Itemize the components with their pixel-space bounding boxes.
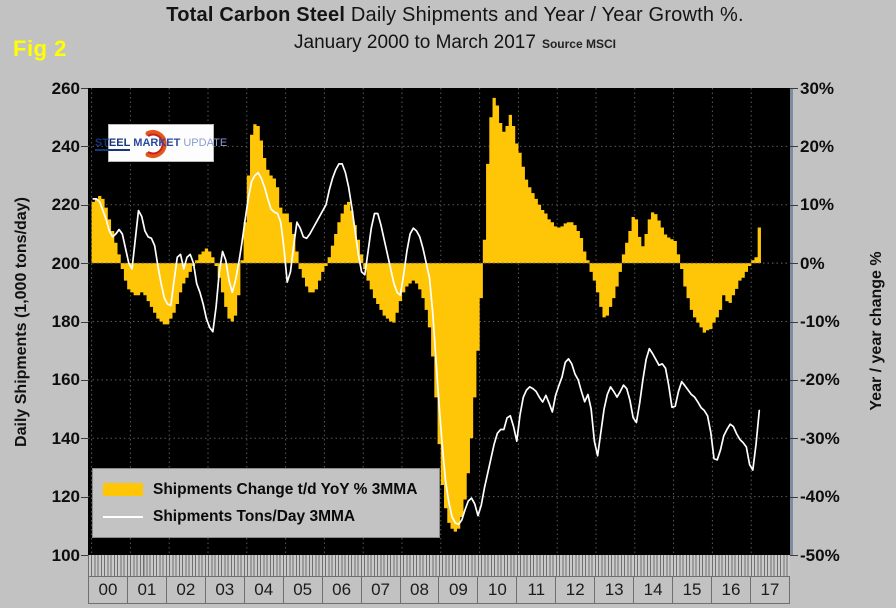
year-label: 08 (399, 576, 439, 603)
legend: Shipments Change t/d YoY % 3MMA Shipment… (92, 468, 440, 538)
left-axis-tick-label: 140 (51, 428, 80, 448)
right-axis-tick-mark (790, 438, 798, 440)
month-tick-strip (88, 555, 790, 577)
line-series (92, 163, 761, 526)
legend-label-bars: Shipments Change t/d YoY % 3MMA (153, 480, 418, 498)
line-swatch-icon (103, 515, 143, 518)
logo-word-market: MARKET (133, 137, 181, 149)
left-axis-tick-mark (81, 263, 88, 265)
left-axis-tick-label: 200 (51, 253, 80, 273)
right-axis-tick-label: -40% (800, 487, 840, 507)
chart-plot-area: STEEL MARKET UPDATE Shipments Change t/d Y… (88, 88, 790, 555)
left-axis-tick-label: 220 (51, 195, 80, 215)
figure-label: Fig 2 (13, 36, 67, 61)
chart-source: Source MSCI (541, 37, 616, 51)
year-label: 01 (126, 576, 166, 603)
right-axis-tick-mark (790, 263, 798, 265)
chart-title: Total Carbon Steel Daily Shipments and Y… (60, 4, 850, 54)
right-axis-tick-mark (790, 146, 798, 148)
right-axis-tick-mark (790, 555, 798, 556)
year-label: 03 (204, 576, 244, 603)
year-label: 02 (165, 576, 205, 603)
right-axis-tick-mark (790, 204, 798, 206)
year-label: 09 (438, 576, 477, 603)
right-axis-title: Year / year change % (868, 251, 885, 411)
logo-word-update: UPDATE (183, 137, 228, 149)
year-label: 11 (516, 576, 555, 603)
year-label: 17 (749, 576, 790, 603)
right-axis-tick-mark (790, 88, 798, 89)
year-label: 10 (477, 576, 516, 603)
left-axis-tick-label: 240 (51, 136, 80, 156)
year-label: 12 (555, 576, 594, 603)
left-axis-tick-mark (81, 321, 88, 323)
right-axis-tick-mark (790, 496, 798, 498)
logo-text: STEEL MARKET UPDATE (94, 137, 228, 151)
right-axis-tick-label: 30% (800, 78, 835, 98)
right-axis-tick-mark (790, 379, 798, 381)
chart-title-rest: Daily Shipments and Year / Year Growth %… (345, 4, 744, 26)
right-axis-tick-label: -20% (800, 370, 840, 390)
bars-series (91, 97, 761, 532)
legend-label-line: Shipments Tons/Day 3MMA (153, 507, 356, 525)
logo-word-steel: STEEL (94, 137, 131, 151)
year-label: 07 (360, 576, 400, 603)
left-axis-tick-mark (81, 379, 88, 381)
right-axis-tick-label: 0% (800, 253, 825, 273)
right-axis-tick-mark (790, 321, 798, 323)
year-label: 16 (711, 576, 750, 603)
legend-item-line: Shipments Tons/Day 3MMA (103, 508, 429, 526)
left-axis-tick-mark (81, 438, 88, 440)
year-label: 06 (321, 576, 361, 603)
year-label: 04 (243, 576, 283, 603)
year-label: 05 (282, 576, 322, 603)
left-axis-tick-mark (81, 555, 88, 556)
left-axis-tick-label: 100 (51, 545, 80, 565)
chart-canvas (88, 88, 790, 555)
right-axis-tick-label: 20% (800, 136, 835, 156)
left-axis-tick-mark (81, 204, 88, 206)
left-axis-tick-label: 260 (51, 78, 80, 98)
bar-swatch-icon (103, 483, 143, 496)
year-label: 13 (594, 576, 633, 603)
logo-swoosh-icon (145, 130, 167, 158)
right-axis-tick-label: 10% (800, 195, 835, 215)
x-axis-year-labels: 00 01 02 03 04 05 06 07 08 09 10 11 12 13 14 15 16 17 (88, 576, 790, 604)
year-label: 14 (633, 576, 672, 603)
right-axis-tick-label: -50% (800, 545, 840, 565)
year-label: 15 (672, 576, 711, 603)
left-axis-tick-mark (81, 496, 88, 498)
left-axis-title: Daily Shipments (1,000 tons/day) (13, 197, 30, 447)
chart-subtitle: January 2000 to March 2017 (294, 32, 536, 53)
left-axis-tick-mark (81, 146, 88, 148)
left-axis-tick-mark (81, 88, 88, 89)
right-axis-tick-label: -10% (800, 312, 840, 331)
steel-market-update-logo: STEEL MARKET UPDATE (94, 124, 227, 162)
chart-title-line1: Total Carbon Steel Daily Shipments and Y… (60, 4, 850, 27)
left-axis-tick-label: 180 (51, 312, 80, 331)
left-axis-tick-label: 120 (51, 487, 80, 507)
chart-title-bold: Total Carbon Steel (166, 4, 346, 26)
legend-item-bars: Shipments Change t/d YoY % 3MMA (103, 481, 429, 499)
year-label: 00 (88, 576, 127, 603)
right-axis-tick-label: -30% (800, 428, 840, 448)
chart-title-line2: January 2000 to March 2017 Source MSCI (60, 32, 850, 54)
left-axis-tick-label: 160 (51, 370, 80, 390)
